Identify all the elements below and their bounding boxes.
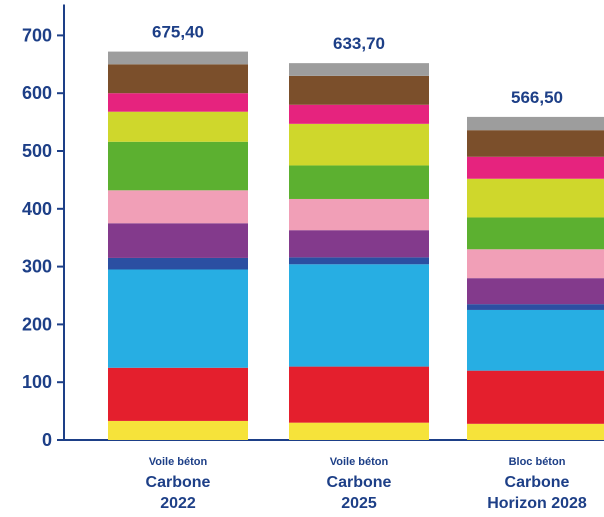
x-axis-labels-group: Voile béton Carbone 2022 Voile béton Carbone… <box>146 456 587 512</box>
bar-segment <box>467 217 604 250</box>
category-label-line3: Horizon 2028 <box>487 495 587 512</box>
category-label-line2: Carbone <box>327 474 392 491</box>
bar-segment <box>467 278 604 305</box>
total-value-label: 675,40 <box>152 23 204 42</box>
bar-segment <box>467 370 604 424</box>
bar-segment <box>467 116 604 131</box>
category-label-line2: Carbone <box>505 474 570 491</box>
category-label-line1: Voile béton <box>330 456 389 468</box>
bar-segment <box>108 64 248 94</box>
bar-segment <box>289 198 429 231</box>
category-label-line1: Bloc béton <box>509 456 566 468</box>
bar-segment <box>108 111 248 142</box>
bar-segment <box>289 75 429 105</box>
bar-segment <box>289 123 429 166</box>
total-labels-group: 675,40 633,70 566,50 <box>152 23 563 107</box>
y-tick-label: 100 <box>22 372 52 392</box>
bar-segment <box>467 249 604 279</box>
y-tick-label: 400 <box>22 199 52 219</box>
y-tick-label: 0 <box>42 430 52 450</box>
total-value-label: 566,50 <box>511 88 563 107</box>
bar-segment <box>467 304 604 310</box>
y-tick-label: 500 <box>22 141 52 161</box>
bar-segment <box>289 257 429 265</box>
category-label-line3: 2022 <box>160 495 196 512</box>
y-tick-label: 300 <box>22 257 52 277</box>
y-tick-label: 200 <box>22 314 52 334</box>
bar-segment <box>108 269 248 368</box>
bar-segment <box>467 130 604 157</box>
bar-segment <box>289 230 429 258</box>
bars-group <box>108 51 604 440</box>
category-label-line2: Carbone <box>146 474 211 491</box>
bar-segment <box>108 257 248 270</box>
category-label-line3: 2025 <box>341 495 377 512</box>
bar-segment <box>289 422 429 440</box>
bar-segment <box>108 51 248 65</box>
bar-segment <box>289 104 429 124</box>
bar-segment <box>108 420 248 440</box>
bar-segment <box>289 264 429 367</box>
bar-segment <box>108 141 248 191</box>
bar-segment <box>108 367 248 421</box>
total-value-label: 633,70 <box>333 34 385 53</box>
bar-segment <box>108 93 248 112</box>
bar-segment <box>289 63 429 76</box>
category-label-line1: Voile béton <box>149 456 208 468</box>
bar-segment <box>108 190 248 224</box>
bar-segment <box>289 366 429 423</box>
bar-segment <box>467 309 604 371</box>
y-tick-label: 600 <box>22 83 52 103</box>
bar-segment <box>467 423 604 440</box>
y-tick-label: 700 <box>22 25 52 45</box>
bar-segment <box>467 156 604 179</box>
bar-segment <box>467 178 604 218</box>
bar-segment <box>108 223 248 258</box>
bar-segment <box>289 165 429 199</box>
